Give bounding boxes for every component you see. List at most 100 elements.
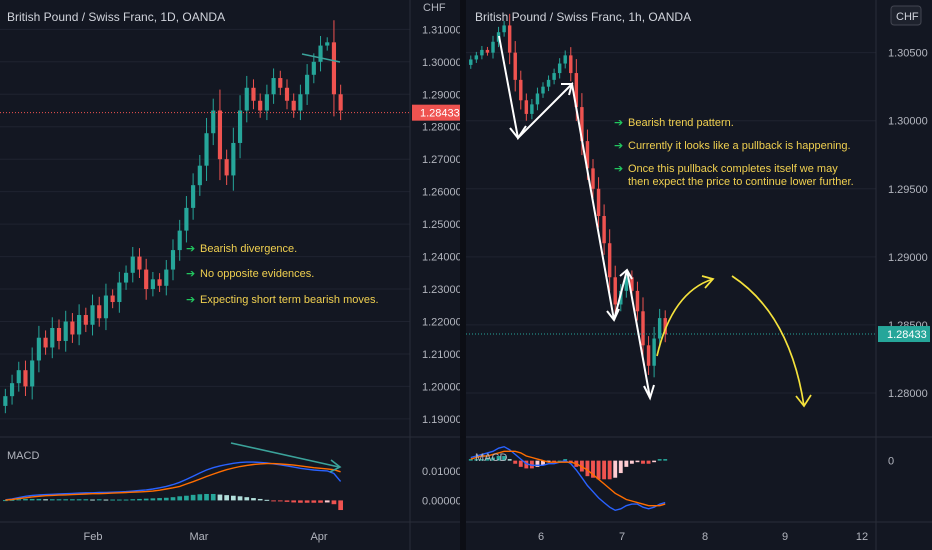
macd-histogram-bar: [613, 460, 618, 478]
candle-down: [613, 277, 617, 305]
candle-up: [30, 360, 35, 387]
macd-histogram-bar: [70, 499, 75, 501]
time-tick-label: Feb: [84, 531, 103, 543]
candle-down: [641, 311, 645, 346]
macd-histogram-bar: [591, 460, 595, 478]
macd-histogram-bar: [184, 495, 189, 501]
candle-up: [103, 295, 109, 319]
candle-down: [83, 315, 88, 325]
right-price-tag-background: [878, 326, 930, 343]
right-annotation-text-1: Bearish trend pattern.: [628, 117, 734, 129]
price-tick-label: 1.23000: [422, 284, 462, 296]
price-tick-label: 1.29000: [422, 89, 462, 101]
macd-histogram-bar: [16, 499, 22, 501]
macd-histogram-bar: [96, 499, 102, 501]
candle-up: [552, 73, 556, 80]
candle-down: [23, 370, 28, 387]
price-tick-label: 1.26000: [422, 187, 462, 199]
candle-down: [110, 295, 115, 303]
price-tick-label: 1.30500: [888, 48, 928, 60]
candle-down: [331, 42, 337, 95]
left-annotations: ➔ Bearish divergence. ➔ No opposite evid…: [186, 243, 379, 306]
macd-histogram-bar: [496, 455, 501, 461]
left-chart-pane[interactable]: ➔ Bearish divergence. ➔ No opposite evid…: [0, 0, 462, 550]
candle-up: [535, 93, 540, 105]
right-currency-button[interactable]: CHF: [890, 5, 922, 26]
price-tick-label: 1.25000: [422, 219, 462, 231]
macd-histogram-bar: [663, 459, 668, 461]
candle-down: [224, 159, 229, 176]
macd-signal-line: [470, 450, 666, 507]
right-annotation-2: ➔ Currently it looks like a pullback is …: [614, 140, 851, 152]
macd-histogram-bar: [468, 459, 473, 461]
macd-histogram-bar: [485, 457, 490, 461]
macd-tick-label: 0.00000: [422, 495, 462, 507]
macd-histogram-bar: [9, 499, 15, 501]
left-annotation-text-2: No opposite evidences.: [200, 268, 314, 280]
left-grid: [0, 28, 410, 420]
candle-down: [507, 25, 512, 53]
candle-down: [251, 87, 256, 101]
left-currency-label: CHF: [423, 2, 446, 14]
macd-histogram-bar: [579, 460, 584, 472]
macd-histogram-bar: [29, 498, 35, 501]
macd-histogram-bar: [568, 460, 573, 463]
candle-down: [591, 168, 595, 189]
macd-histogram-bar: [177, 496, 183, 501]
right-price-axis[interactable]: 1.305001.300001.295001.290001.285001.280…: [888, 48, 928, 400]
macd-histogram-bar: [529, 460, 534, 469]
macd-histogram-bar: [150, 498, 156, 501]
macd-histogram-bar: [157, 498, 162, 501]
candle-down: [574, 73, 579, 108]
candle-up: [50, 327, 55, 348]
left-price-axis[interactable]: 1.31000 1.30000 1.29000 1.28000 1.27000 1.260…: [422, 24, 462, 426]
candle-up: [211, 110, 216, 134]
candle-up: [164, 269, 169, 286]
candle-up: [123, 272, 129, 283]
right-arrow-icon: ➔: [186, 268, 195, 280]
macd-histogram-bar: [143, 498, 149, 501]
right-macd-axis: 0: [888, 456, 894, 468]
right-price-tag-value: 1.28433: [887, 329, 927, 341]
left-time-axis[interactable]: Feb Mar Apr: [84, 531, 328, 543]
time-tick-label: 6: [538, 531, 544, 543]
left-macd-divergence-arrow: [230, 442, 342, 473]
candle-up: [90, 305, 95, 325]
pane-divider[interactable]: [460, 0, 466, 550]
left-annotation-text-1: Bearish divergence.: [200, 243, 297, 255]
macd-histogram-bar: [557, 460, 562, 462]
macd-histogram-bar: [563, 459, 568, 461]
macd-histogram-bar: [607, 460, 612, 480]
right-chart-pane[interactable]: ➔ Bearish trend pattern. ➔ Currently it …: [466, 0, 932, 550]
macd-histogram-bar: [331, 500, 337, 505]
left-macd-pane[interactable]: [3, 461, 343, 511]
macd-histogram-bar: [210, 493, 216, 501]
macd-histogram-bar: [641, 460, 645, 464]
price-tick-label: 1.27000: [422, 154, 462, 166]
macd-histogram-bar: [646, 460, 651, 464]
right-macd-pane[interactable]: [468, 445, 668, 512]
candle-down: [580, 107, 584, 142]
candle-up: [63, 321, 68, 341]
left-annotation-text-3: Expecting short term bearish moves.: [200, 294, 379, 306]
macd-histogram-bar: [518, 460, 523, 467]
candle-up: [546, 79, 551, 87]
price-tick-label: 1.21000: [422, 349, 462, 361]
candle-down: [596, 188, 601, 216]
left-price-tag-value: 1.28433: [420, 108, 460, 120]
candle-up: [311, 61, 316, 75]
macd-histogram-bar: [103, 499, 109, 501]
candle-up: [117, 282, 122, 303]
candle-up: [130, 256, 135, 273]
macd-histogram-bar: [618, 460, 623, 474]
macd-histogram-bar: [657, 459, 662, 461]
price-tick-label: 1.31000: [422, 24, 462, 36]
right-grid: [466, 52, 876, 394]
time-tick-label: 7: [619, 531, 625, 543]
macd-line: [5, 461, 342, 501]
macd-histogram-bar: [170, 497, 176, 501]
macd-histogram-bar: [231, 495, 236, 501]
right-time-axis[interactable]: 6 7 8 9 12: [538, 531, 868, 543]
macd-histogram-bar: [163, 497, 169, 501]
candle-down: [602, 216, 606, 244]
